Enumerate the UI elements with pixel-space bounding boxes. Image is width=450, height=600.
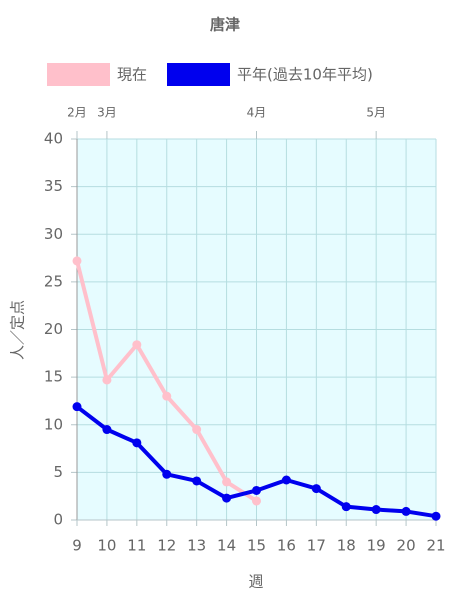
x-tick-label: 13 [187,537,206,555]
x-tick-label: 15 [247,537,266,555]
x-tick-label: 11 [127,537,146,555]
data-point [222,477,232,487]
x-tick-label: 17 [307,537,326,555]
data-point [281,475,291,485]
legend-label: 現在 [117,66,147,84]
x-tick-label: 9 [72,537,82,555]
y-axis-label: 人／定点 [9,300,27,360]
y-tick-label: 15 [44,368,63,386]
x-tick-label: 20 [397,537,416,555]
y-tick-label: 25 [44,272,63,290]
x-tick-label: 14 [217,537,236,555]
data-point [371,505,381,515]
data-point [311,484,321,494]
month-label: 3月 [97,106,117,120]
data-point [132,340,142,350]
x-tick-label: 16 [277,537,296,555]
data-point [132,438,142,448]
x-axis-label: 週 [248,573,263,591]
data-point [431,511,441,521]
data-point [162,391,172,401]
y-tick-label: 40 [44,130,63,148]
x-tick-label: 10 [97,537,116,555]
y-tick-label: 20 [44,320,63,338]
y-tick-label: 30 [44,225,63,243]
y-tick-label: 5 [53,463,63,481]
data-point [72,256,82,266]
legend-swatch [167,63,230,86]
data-point [401,506,411,516]
data-point [102,375,112,385]
data-point [252,485,261,495]
x-tick-label: 19 [367,537,386,555]
month-label: 5月 [366,106,386,120]
x-tick-label: 18 [337,537,356,555]
data-point [341,502,351,512]
data-point [162,469,172,479]
x-tick-label: 12 [157,537,176,555]
data-point [192,476,202,486]
y-tick-label: 10 [44,415,63,433]
data-point [222,493,232,503]
y-tick-label: 0 [53,511,63,529]
legend-swatch [47,63,110,86]
legend-label: 平年(過去10年平均) [237,66,373,84]
month-label: 2月 [67,106,87,120]
x-tick-label: 21 [426,537,445,555]
data-point [192,425,202,435]
data-point [72,402,82,412]
data-point [102,425,112,435]
chart-title: 唐津 [210,16,240,34]
y-tick-label: 35 [44,177,63,195]
month-label: 4月 [247,106,267,120]
data-point [252,496,261,506]
